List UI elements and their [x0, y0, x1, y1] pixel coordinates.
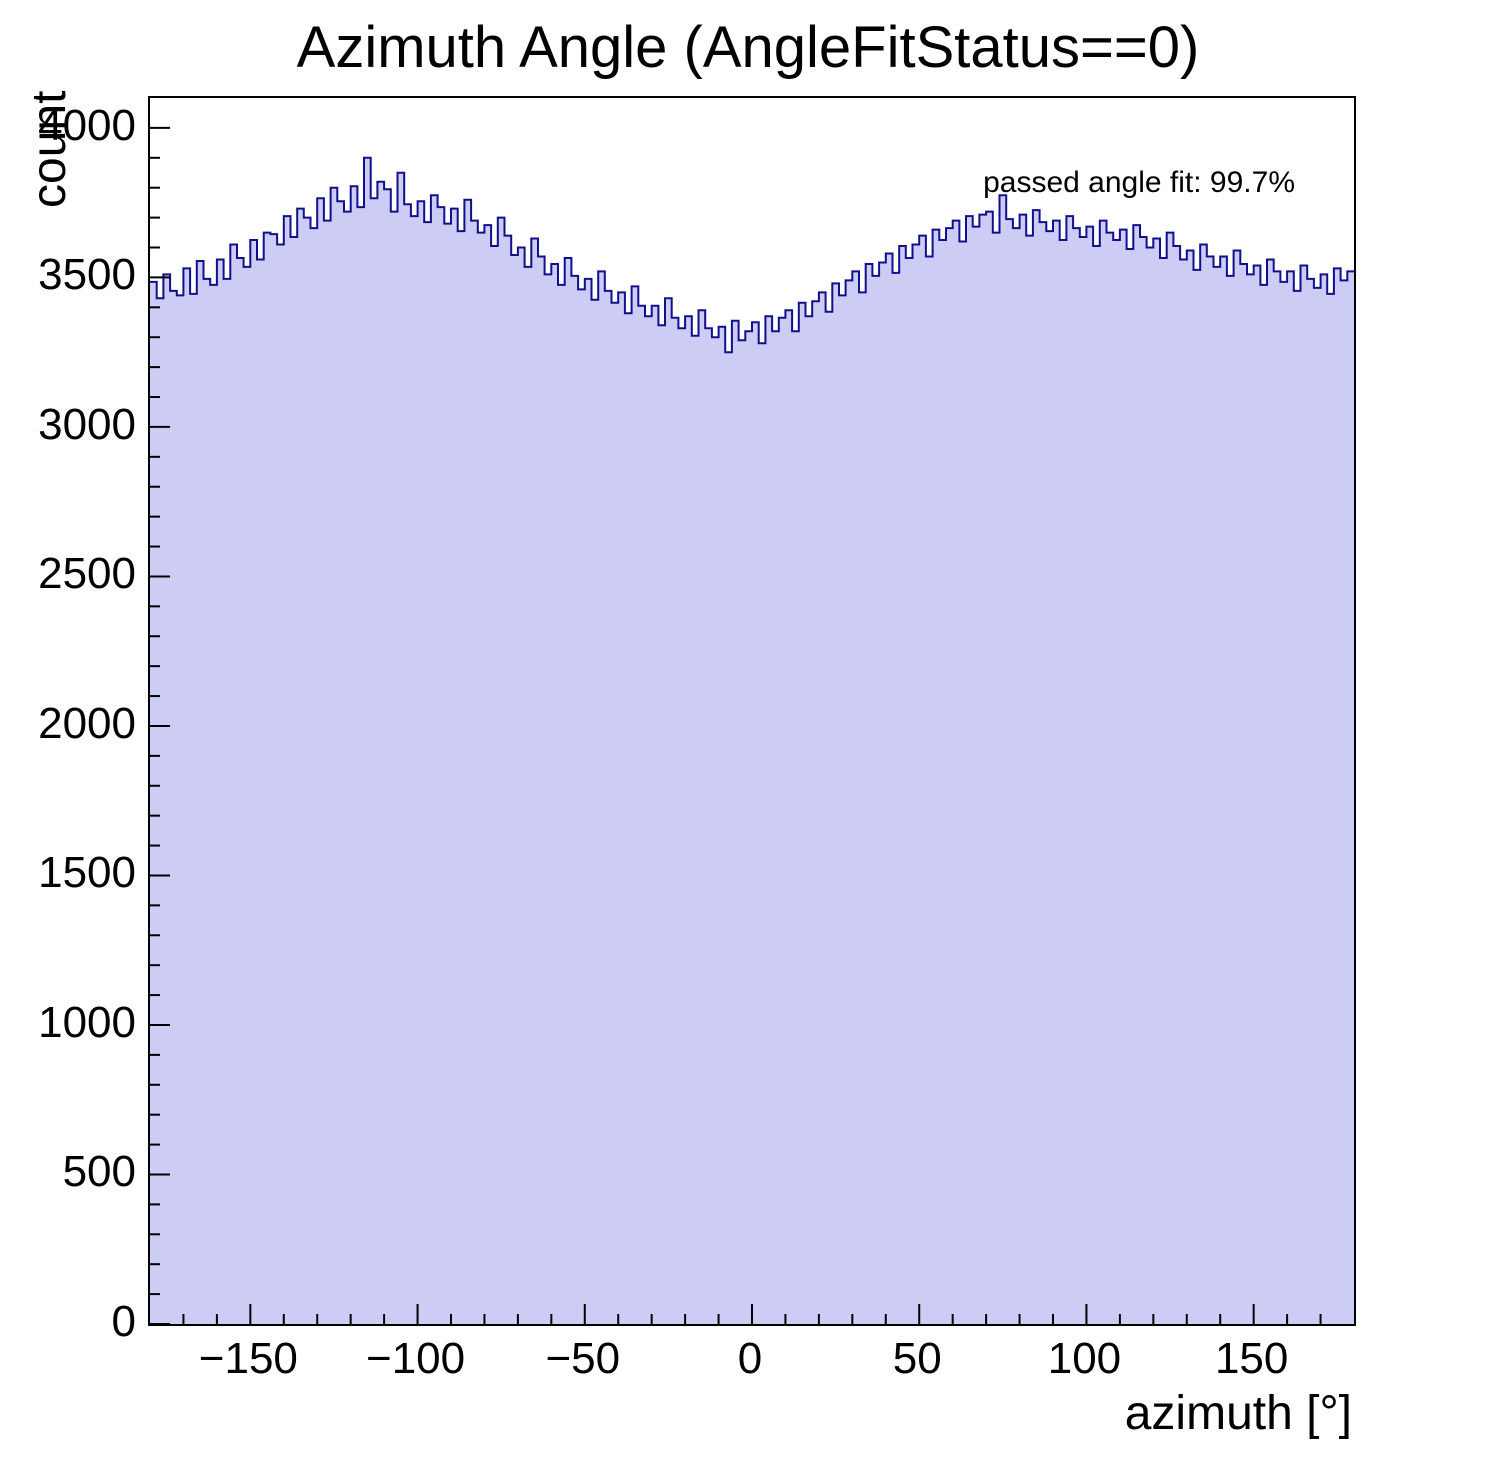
x-tick-label: 150	[1214, 1334, 1289, 1383]
y-tick-label: 2500	[38, 549, 136, 599]
y-tick-label: 1000	[38, 997, 136, 1047]
histogram-fill	[150, 157, 1354, 1324]
chart-title: Azimuth Angle (AngleFitStatus==0)	[296, 15, 1200, 80]
x-tick-label: −150	[198, 1334, 298, 1383]
y-tick-label: 3000	[38, 399, 136, 449]
passed-angle-fit-annotation: passed angle fit: 99.7%	[983, 166, 1295, 199]
y-tick-label: 1500	[38, 848, 136, 898]
x-tick-label: −100	[365, 1334, 466, 1383]
x-axis-title: azimuth [°]	[1124, 1387, 1352, 1440]
x-tick-label: −50	[545, 1334, 621, 1383]
y-tick-label: 500	[62, 1147, 136, 1197]
x-tick-label: 50	[892, 1334, 942, 1383]
x-tick-label: 100	[1047, 1334, 1122, 1383]
x-tick-label: 0	[737, 1334, 763, 1383]
y-tick-label: 4000	[38, 100, 136, 150]
y-tick-label: 2000	[38, 698, 136, 748]
y-tick-label: 3500	[38, 250, 136, 300]
histogram-series	[150, 156, 1354, 354]
plot-area	[148, 96, 1356, 1326]
histogram-plot	[150, 126, 1354, 1324]
y-tick-label: 0	[111, 1297, 136, 1346]
